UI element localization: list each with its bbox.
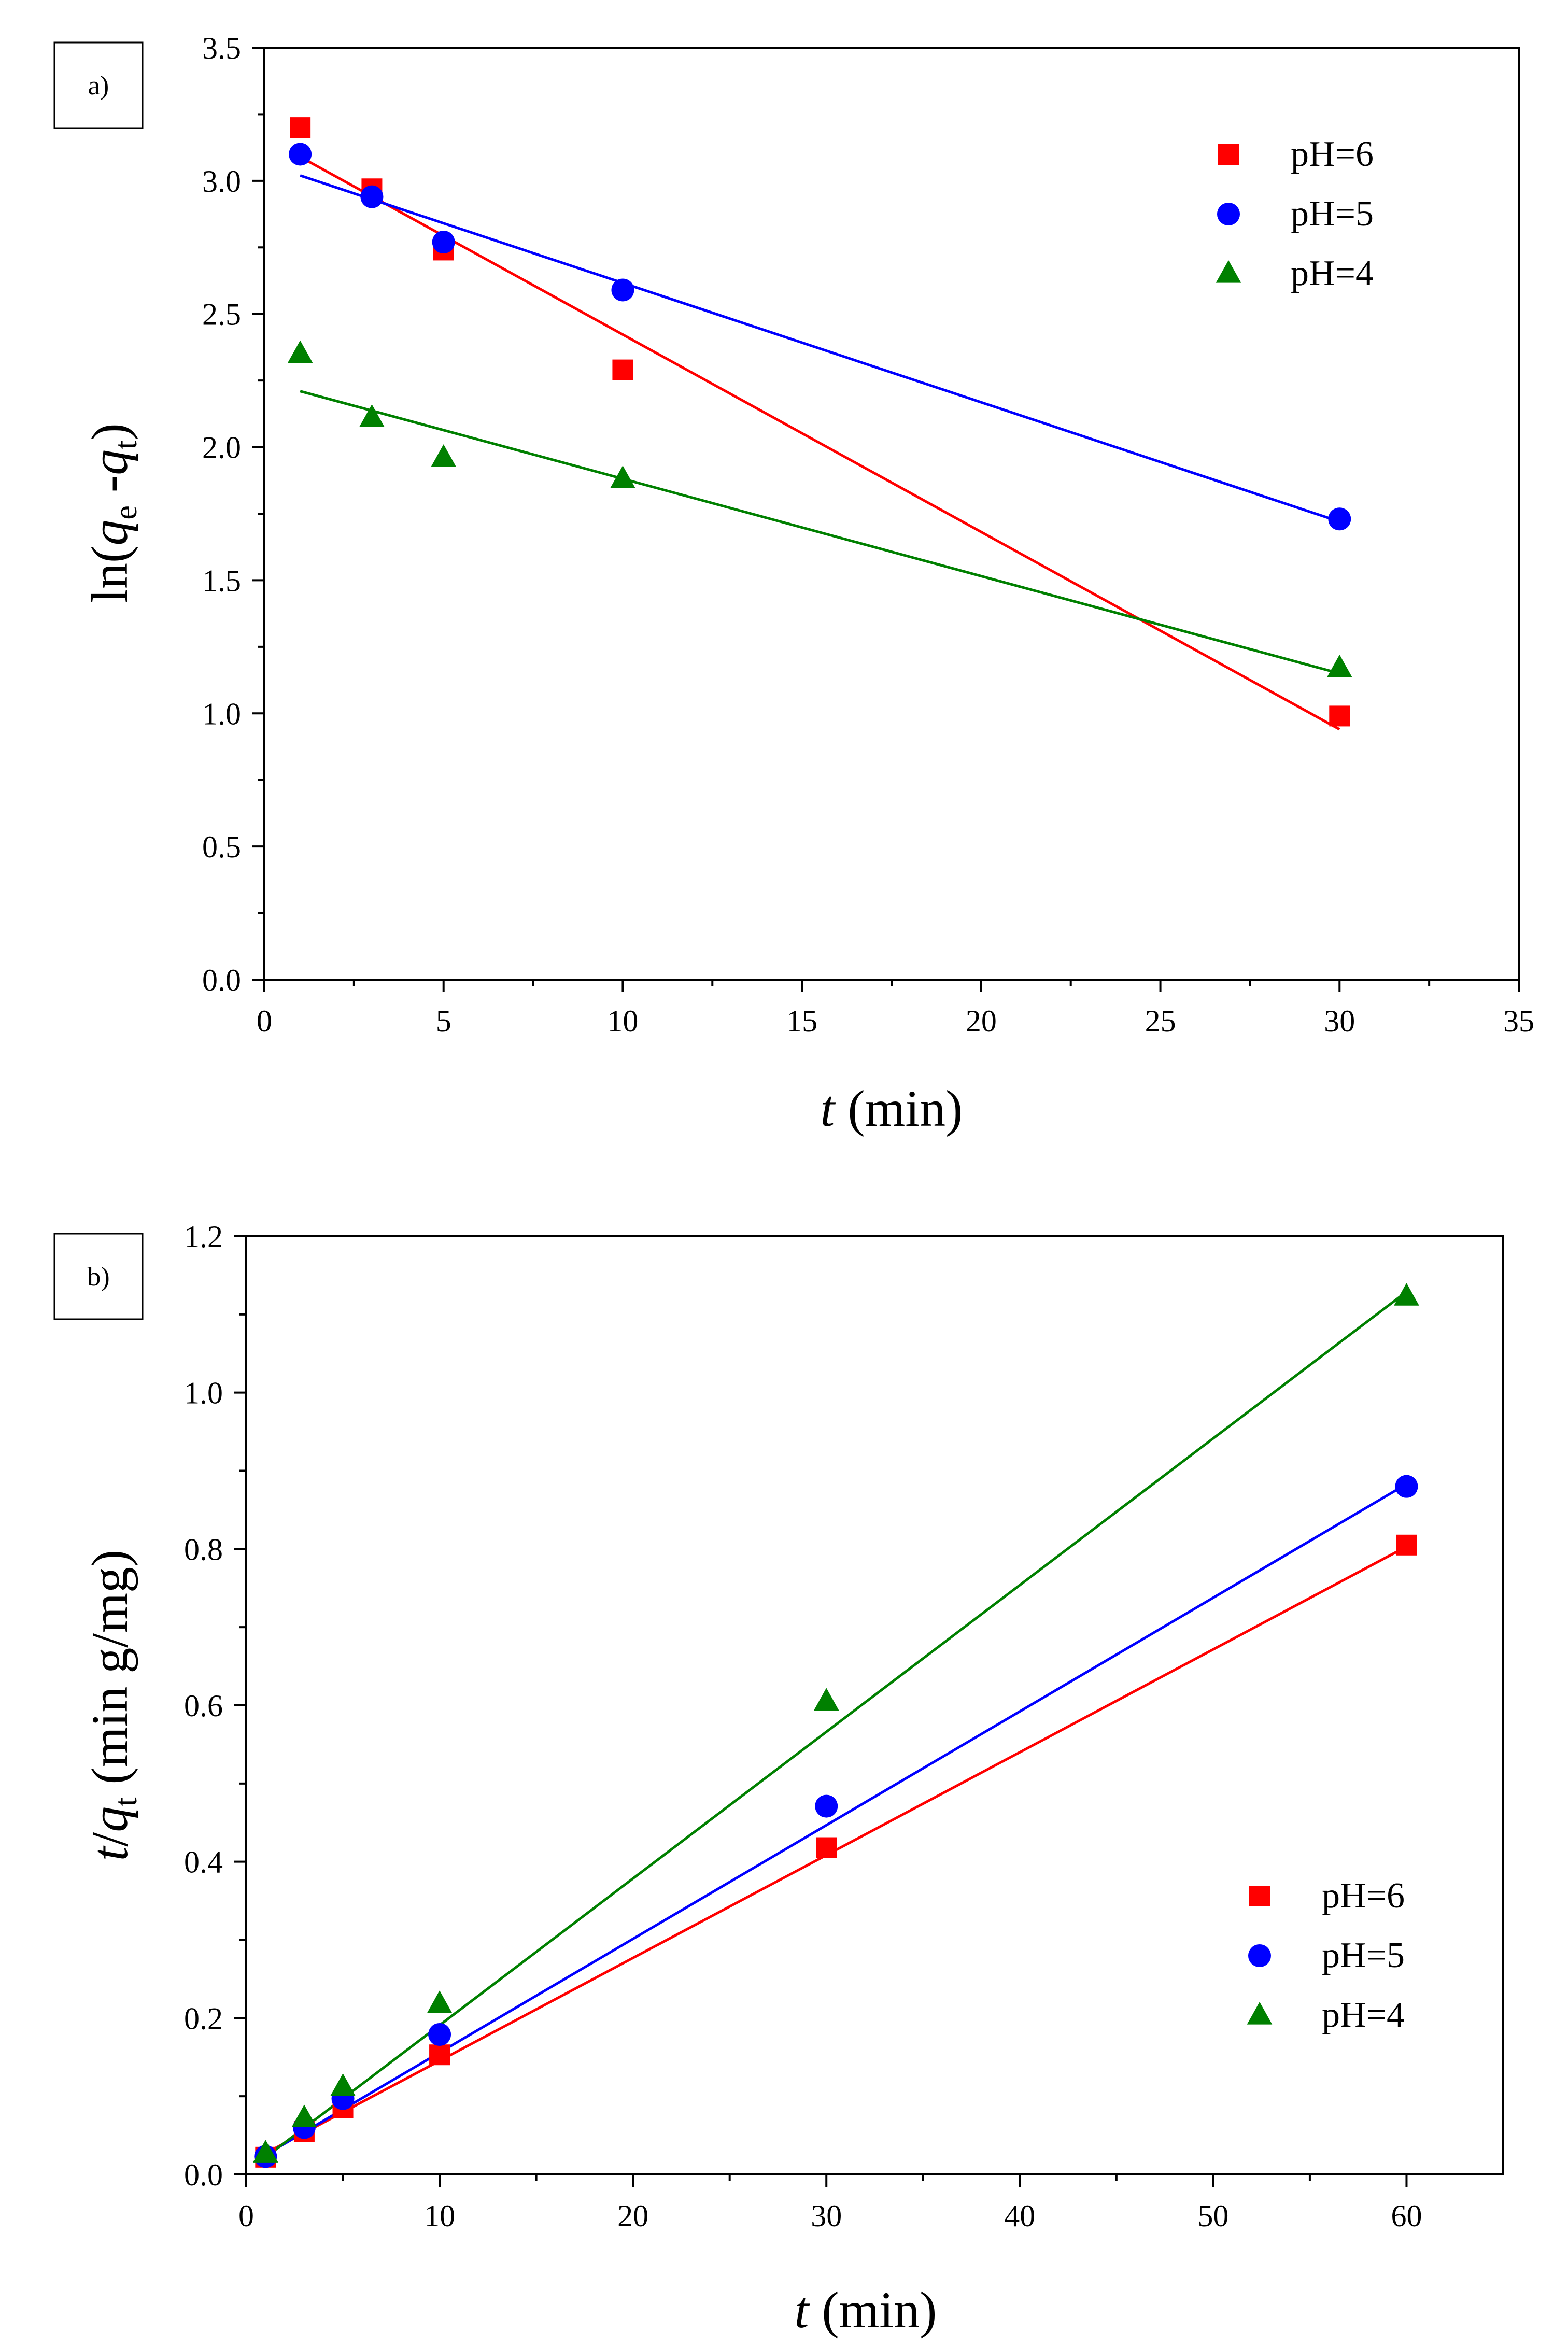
panel-a-point-pH4 xyxy=(359,404,385,427)
panel-a-x-tick-label: 20 xyxy=(966,1004,997,1038)
panel-b-legend-label-pH6: pH=6 xyxy=(1322,1876,1405,1916)
panel-b-legend: pH=6 pH=5 pH=4 xyxy=(1247,1876,1405,2035)
panel-b-point-pH6 xyxy=(1396,1534,1417,1556)
panel-a-y-tick-label: 1.5 xyxy=(202,563,241,598)
panel-b-point-pH4 xyxy=(1394,1283,1419,1306)
panel-b-y-tick-label: 0.4 xyxy=(184,1845,223,1879)
panel-a-y-tick-label: 2.5 xyxy=(202,298,241,332)
panel-b-point-pH6 xyxy=(429,2044,450,2066)
panel-b-y-tick-label: 0.2 xyxy=(184,2001,223,2036)
panel-b-x-axis-title: t (min) xyxy=(795,2281,937,2339)
panel-a-legend-label-pH4: pH=4 xyxy=(1291,253,1374,293)
panel-b-legend-marker-pH5 xyxy=(1248,1944,1271,1967)
panel-a-label: a) xyxy=(88,71,109,101)
panel-a-y-axis-title: ln(qe -qt) xyxy=(81,423,144,603)
panel-b-x-tick-label: 30 xyxy=(811,2199,842,2233)
panel-a-legend-marker-pH4 xyxy=(1216,260,1241,283)
panel-a-x-tick-label: 10 xyxy=(607,1004,638,1038)
panel-b-x-tick-label: 20 xyxy=(617,2199,648,2233)
panel-b-y-axis: 0.0 0.2 0.4 0.6 0.8 1.0 1.2 xyxy=(184,1220,246,2192)
panel-a-point-pH4 xyxy=(287,340,313,363)
panel-a-legend-marker-pH5 xyxy=(1217,203,1240,225)
panel-b-data-points xyxy=(252,1283,1419,2168)
panel-b-x-tick-label: 0 xyxy=(238,2199,254,2233)
panel-a-fit-line-pH4 xyxy=(300,390,1340,675)
panel-a: a) 0 5 10 15 20 25 30 35 0.0 0.5 1.0 1.5 2.0 2.5 3.0 3… xyxy=(53,31,1534,1137)
panel-b-x-tick-label: 40 xyxy=(1004,2199,1035,2233)
panel-b-y-tick-label: 1.0 xyxy=(184,1376,223,1410)
panel-a-x-axis-title: t (min) xyxy=(821,1080,963,1137)
panel-a-y-tick-label: 1.0 xyxy=(202,697,241,731)
panel-a-fit-lines xyxy=(299,156,1340,731)
panel-b-point-pH4 xyxy=(813,1688,839,1711)
panel-a-point-pH6 xyxy=(612,359,633,380)
panel-a-x-tick-label: 0 xyxy=(257,1004,272,1038)
panel-b-point-pH5 xyxy=(428,2023,451,2046)
panel-a-point-pH5 xyxy=(611,278,634,302)
panel-b-legend-marker-pH4 xyxy=(1247,2001,1273,2025)
panel-a-fit-line-pH5 xyxy=(300,174,1340,523)
panel-a-legend-marker-pH6 xyxy=(1218,144,1239,165)
panel-b-legend-marker-pH6 xyxy=(1249,1886,1270,1906)
panel-b: b) 0 10 20 30 40 50 60 0.0 0.2 0.4 0.6 0.8 1.0 1.2 p… xyxy=(53,1220,1504,2339)
panel-a-data-points xyxy=(287,117,1352,727)
panel-b-x-tick-label: 50 xyxy=(1197,2199,1228,2233)
panel-a-label-box xyxy=(53,41,144,129)
panel-b-point-pH5 xyxy=(1395,1475,1418,1498)
panel-b-x-tick-label: 60 xyxy=(1391,2199,1422,2233)
panel-a-legend: pH=6 pH=5 pH=4 xyxy=(1216,134,1374,293)
panel-b-y-tick-label: 1.2 xyxy=(184,1220,223,1254)
panel-b-label-box xyxy=(53,1233,144,1320)
panel-a-y-tick-label: 0.0 xyxy=(202,963,241,997)
panel-a-point-pH4 xyxy=(610,465,635,488)
panel-a-point-pH4 xyxy=(1326,654,1352,677)
panel-b-point-pH6 xyxy=(816,1837,837,1858)
panel-a-x-tick-label: 15 xyxy=(786,1004,817,1038)
panel-a-legend-label-pH5: pH=5 xyxy=(1291,194,1374,234)
panel-b-point-pH4 xyxy=(427,1990,453,2013)
panel-a-fit-line-pH6 xyxy=(299,156,1340,731)
panel-b-point-pH4 xyxy=(330,2073,356,2096)
panel-a-y-tick-label: 2.0 xyxy=(202,431,241,465)
panel-b-label: b) xyxy=(87,1262,109,1292)
panel-a-x-tick-label: 5 xyxy=(436,1004,451,1038)
panel-b-legend-label-pH5: pH=5 xyxy=(1322,1935,1405,1975)
panel-a-y-tick-label: 3.0 xyxy=(202,164,241,199)
panel-a-point-pH6 xyxy=(290,117,311,138)
panel-a-point-pH5 xyxy=(360,185,384,208)
panel-b-legend-label-pH4: pH=4 xyxy=(1322,1995,1405,2035)
panel-b-y-axis-title: t/qt (min g/mg) xyxy=(81,1550,144,1861)
panel-b-point-pH4 xyxy=(252,2140,278,2163)
panel-a-point-pH6 xyxy=(1329,705,1350,727)
panel-a-x-axis: 0 5 10 15 20 25 30 35 xyxy=(257,980,1534,1038)
panel-b-point-pH5 xyxy=(815,1794,838,1818)
panel-b-x-axis: 0 10 20 30 40 50 60 xyxy=(238,2174,1422,2233)
panel-a-x-tick-label: 35 xyxy=(1503,1004,1534,1038)
panel-a-x-tick-label: 30 xyxy=(1324,1004,1355,1038)
panel-a-y-tick-label: 0.5 xyxy=(202,830,241,864)
panel-a-point-pH5 xyxy=(1328,507,1351,531)
panel-b-fit-line-pH4 xyxy=(264,1291,1407,2158)
panel-b-y-tick-label: 0.6 xyxy=(184,1689,223,1723)
panel-a-legend-label-pH6: pH=6 xyxy=(1291,134,1374,174)
panel-a-point-pH4 xyxy=(431,444,457,467)
panel-a-point-pH5 xyxy=(432,231,455,254)
panel-a-y-axis: 0.0 0.5 1.0 1.5 2.0 2.5 3.0 3.5 xyxy=(202,31,264,997)
panel-b-fit-line-pH5 xyxy=(265,1482,1407,2156)
panel-b-y-tick-label: 0.8 xyxy=(184,1532,223,1566)
panel-b-y-tick-label: 0.0 xyxy=(184,2158,223,2192)
panel-b-point-pH4 xyxy=(291,2104,317,2128)
panel-b-x-tick-label: 10 xyxy=(424,2199,455,2233)
panel-a-y-tick-label: 3.5 xyxy=(202,31,241,65)
panel-a-point-pH5 xyxy=(289,143,312,166)
panel-a-x-tick-label: 25 xyxy=(1145,1004,1176,1038)
